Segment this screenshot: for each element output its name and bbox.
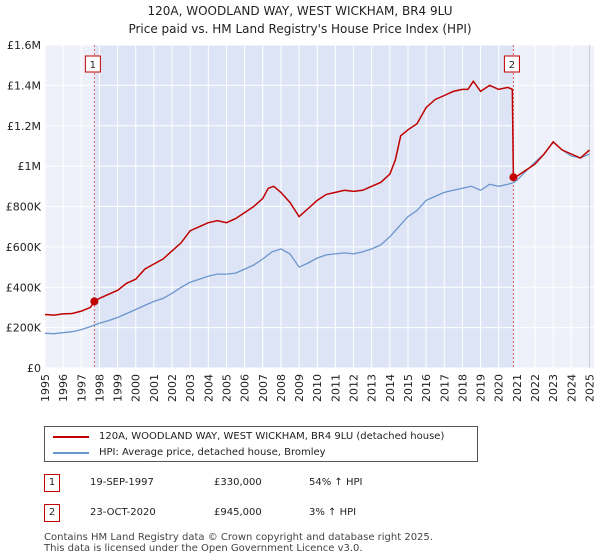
x-tick-label: 2015 xyxy=(402,374,415,402)
marker-label-box xyxy=(503,55,520,73)
x-tick-label: 2024 xyxy=(565,374,578,402)
x-tick-label: 2017 xyxy=(438,374,451,402)
legend-label-property: 120A, WOODLAND WAY, WEST WICKHAM, BR4 9L… xyxy=(99,431,445,442)
series-line-property xyxy=(44,79,590,316)
x-tick-label: 2009 xyxy=(293,374,306,402)
x-tick-label: 2016 xyxy=(420,374,433,402)
marker-label: 1 xyxy=(90,60,96,71)
x-tick-label: 2004 xyxy=(202,374,215,402)
chart-title-line2: Price paid vs. HM Land Registry's House … xyxy=(128,22,472,36)
x-tick-label: 2023 xyxy=(547,374,560,402)
y-tick-label: £600K xyxy=(6,241,42,254)
x-tick-label: 2011 xyxy=(329,374,342,402)
legend: 120A, WOODLAND WAY, WEST WICKHAM, BR4 9L… xyxy=(44,426,478,462)
sale-point xyxy=(509,173,518,182)
x-tick-label: 2000 xyxy=(130,374,143,402)
x-tick-label: 2012 xyxy=(348,374,361,402)
price-chart: 1 2 £0 £200K £400K £600K £800K £1M £1.2M £1.4M £1.… xyxy=(6,39,597,402)
sale-point xyxy=(90,297,99,306)
x-tick-label: 2020 xyxy=(493,374,506,402)
x-tick-label: 2006 xyxy=(239,374,252,402)
y-tick-label: £0 xyxy=(27,362,41,375)
series-line-hpi xyxy=(44,140,590,335)
transaction-badge: 2 xyxy=(44,504,60,522)
x-tick-label: 2022 xyxy=(529,374,542,402)
x-tick-label: 2025 xyxy=(583,374,596,402)
x-tick-label: 2014 xyxy=(384,374,397,402)
chart-title-line1: 120A, WOODLAND WAY, WEST WICKHAM, BR4 9L… xyxy=(147,4,453,18)
y-tick-label: £1M xyxy=(18,160,42,173)
x-tick-label: 2018 xyxy=(456,374,469,402)
legend-label-hpi: HPI: Average price, detached house, Brom… xyxy=(99,447,326,458)
y-tick-label: £1.6M xyxy=(7,39,41,52)
transaction-hpi-change: 54% ↑ HPI xyxy=(309,477,363,488)
x-tick-label: 1995 xyxy=(39,374,52,402)
x-tick-label: 2013 xyxy=(366,374,379,402)
footer-copyright: Contains HM Land Registry data © Crown c… xyxy=(44,532,433,543)
transaction-date: 23-OCT-2020 xyxy=(90,507,156,518)
transaction-badge: 1 xyxy=(44,474,60,492)
x-tick-label: 1999 xyxy=(112,374,125,402)
y-tick-label: £1.4M xyxy=(7,79,41,92)
transaction-hpi-change: 3% ↑ HPI xyxy=(309,507,357,518)
transaction-date: 19-SEP-1997 xyxy=(90,477,154,488)
x-tick-label: 2021 xyxy=(511,374,524,402)
legend-swatch-property xyxy=(53,436,89,438)
x-tick-label: 1996 xyxy=(57,374,70,402)
x-tick-label: 2001 xyxy=(148,374,161,402)
y-tick-label: £800K xyxy=(6,201,42,214)
marker-label-box xyxy=(84,55,101,73)
legend-swatch-hpi xyxy=(53,452,89,454)
x-tick-label: 2008 xyxy=(275,374,288,402)
x-tick-label: 2003 xyxy=(184,374,197,402)
y-tick-label: £400K xyxy=(6,281,42,294)
y-tick-label: £200K xyxy=(6,322,42,335)
footer-licence: This data is licensed under the Open Gov… xyxy=(44,543,363,554)
x-tick-label: 2019 xyxy=(475,374,488,402)
transaction-price: £330,000 xyxy=(214,477,262,488)
x-tick-label: 2007 xyxy=(257,374,270,402)
y-tick-label: £1.2M xyxy=(7,120,41,133)
transaction-price: £945,000 xyxy=(214,507,262,518)
marker-label: 2 xyxy=(509,60,515,71)
x-tick-label: 1997 xyxy=(75,374,88,402)
x-tick-label: 2002 xyxy=(166,374,179,402)
x-tick-label: 1998 xyxy=(93,374,106,402)
x-tick-label: 2005 xyxy=(220,374,233,402)
x-tick-label: 2010 xyxy=(311,374,324,402)
